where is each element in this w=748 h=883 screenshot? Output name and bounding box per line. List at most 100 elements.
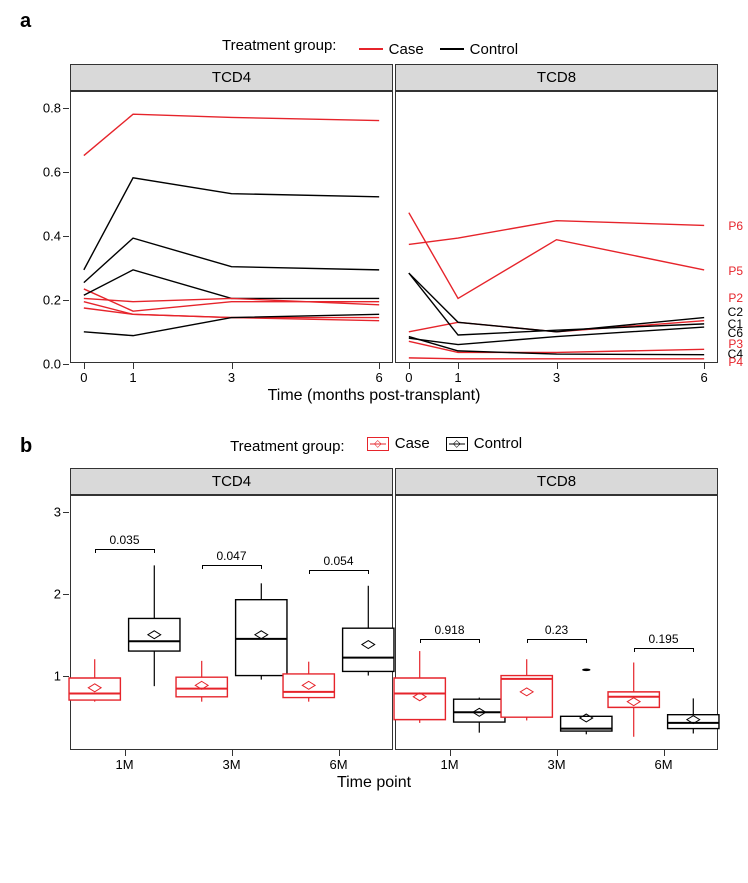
series-line — [409, 357, 704, 358]
pvalue-label: 0.047 — [216, 549, 246, 563]
series-end-label: P5 — [728, 264, 743, 278]
pvalue-bracket — [95, 549, 155, 550]
pvalue-bracket-tick — [261, 565, 262, 569]
series-line — [84, 114, 379, 155]
series-line — [84, 177, 379, 269]
pvalue-bracket-tick — [420, 639, 421, 643]
series-end-label: P6 — [728, 219, 743, 233]
x-tick — [450, 750, 451, 756]
pvalue-bracket-tick — [693, 648, 694, 652]
y-tick — [63, 108, 69, 109]
x-tick — [339, 750, 340, 756]
panel-b-legend: Treatment group: Case Control — [32, 435, 728, 455]
x-tick-label: 6M — [329, 757, 347, 772]
panel-b-label: b — [20, 435, 32, 458]
x-tick — [133, 363, 134, 369]
boxplot-svg — [396, 496, 717, 749]
x-tick — [125, 750, 126, 756]
x-tick — [458, 363, 459, 369]
legend-b-title: Treatment group: — [230, 438, 345, 455]
x-tick-label: 3 — [228, 370, 235, 385]
pvalue-bracket — [420, 639, 480, 640]
x-tick-label: 1M — [440, 757, 458, 772]
y-tick-label: 0.2 — [43, 292, 61, 307]
x-tick-label: 6 — [701, 370, 708, 385]
y-tick-label: 2 — [54, 587, 61, 602]
legend-label: Case — [389, 41, 424, 58]
facet-header: TCD4 — [70, 468, 393, 495]
series-line — [409, 341, 704, 352]
pvalue-bracket-tick — [202, 565, 203, 569]
panel-b-xlabel: Time point — [20, 774, 728, 792]
x-tick — [664, 750, 665, 756]
y-tick — [63, 594, 69, 595]
legend-a-title: Treatment group: — [222, 37, 337, 54]
pvalue-bracket — [634, 648, 694, 649]
facet: TCD41231M3M6M0.0350.0470.054 — [70, 468, 393, 750]
pvalue-bracket-tick — [479, 639, 480, 643]
pvalue-bracket-tick — [95, 549, 96, 553]
x-tick — [557, 363, 558, 369]
series-line — [409, 273, 704, 335]
facet-header: TCD4 — [70, 64, 393, 91]
pvalue-bracket — [527, 639, 587, 640]
legend-swatch-line — [440, 48, 464, 50]
pvalue-bracket-tick — [154, 549, 155, 553]
x-tick-label: 1M — [115, 757, 133, 772]
y-tick-label: 3 — [54, 504, 61, 519]
series-end-label: P2 — [728, 291, 743, 305]
plot-area: 1231M3M6M0.0350.0470.054 — [70, 495, 393, 750]
x-tick-label: 3M — [547, 757, 565, 772]
x-tick — [557, 750, 558, 756]
pvalue-label: 0.054 — [323, 554, 353, 568]
facet: TCD40.00.20.40.60.80136P5C1C2P2C6P4P3P6C… — [70, 64, 393, 363]
panel-a-label: a — [20, 10, 728, 33]
line-chart-svg — [71, 92, 392, 362]
x-tick-label: 0 — [405, 370, 412, 385]
legend-item: Case — [367, 435, 430, 452]
pvalue-bracket-tick — [527, 639, 528, 643]
x-tick — [232, 750, 233, 756]
facet-header: TCD8 — [395, 64, 718, 91]
x-tick — [84, 363, 85, 369]
series-line — [84, 288, 379, 310]
y-tick — [63, 172, 69, 173]
legend-label: Control — [470, 41, 518, 58]
pvalue-bracket-tick — [368, 570, 369, 574]
pvalue-bracket-tick — [586, 639, 587, 643]
line-chart-svg — [396, 92, 717, 362]
y-tick — [63, 236, 69, 237]
x-tick-label: 1 — [129, 370, 136, 385]
panel-a: a Treatment group: CaseControl Alloreact… — [20, 10, 728, 405]
legend-swatch-line — [359, 48, 383, 50]
x-tick-label: 3M — [222, 757, 240, 772]
x-tick — [379, 363, 380, 369]
legend-label: Control — [474, 435, 522, 452]
x-tick — [232, 363, 233, 369]
y-tick-label: 0.0 — [43, 356, 61, 371]
pvalue-bracket — [202, 565, 262, 566]
pvalue-bracket — [309, 570, 369, 571]
legend-swatch-box — [446, 437, 468, 451]
y-tick-label: 0.4 — [43, 228, 61, 243]
legend-item: Case — [359, 41, 424, 58]
x-tick-label: 0 — [80, 370, 87, 385]
plot-area: 1M3M6M0.9180.230.195 — [395, 495, 718, 750]
y-tick-label: 0.6 — [43, 164, 61, 179]
pvalue-label: 0.918 — [434, 623, 464, 637]
x-tick-label: 6 — [376, 370, 383, 385]
x-tick-label: 1 — [454, 370, 461, 385]
pvalue-bracket-tick — [309, 570, 310, 574]
panel-a-xlabel: Time (months post-transplant) — [20, 387, 728, 405]
legend-label: Case — [395, 435, 430, 452]
facet-header: TCD8 — [395, 468, 718, 495]
x-tick — [409, 363, 410, 369]
series-line — [409, 212, 704, 298]
series-line — [84, 269, 379, 298]
x-tick — [704, 363, 705, 369]
y-tick — [63, 676, 69, 677]
legend-item: Control — [440, 41, 518, 58]
legend-item: Control — [446, 435, 522, 452]
y-tick — [63, 364, 69, 365]
x-tick-label: 3 — [553, 370, 560, 385]
